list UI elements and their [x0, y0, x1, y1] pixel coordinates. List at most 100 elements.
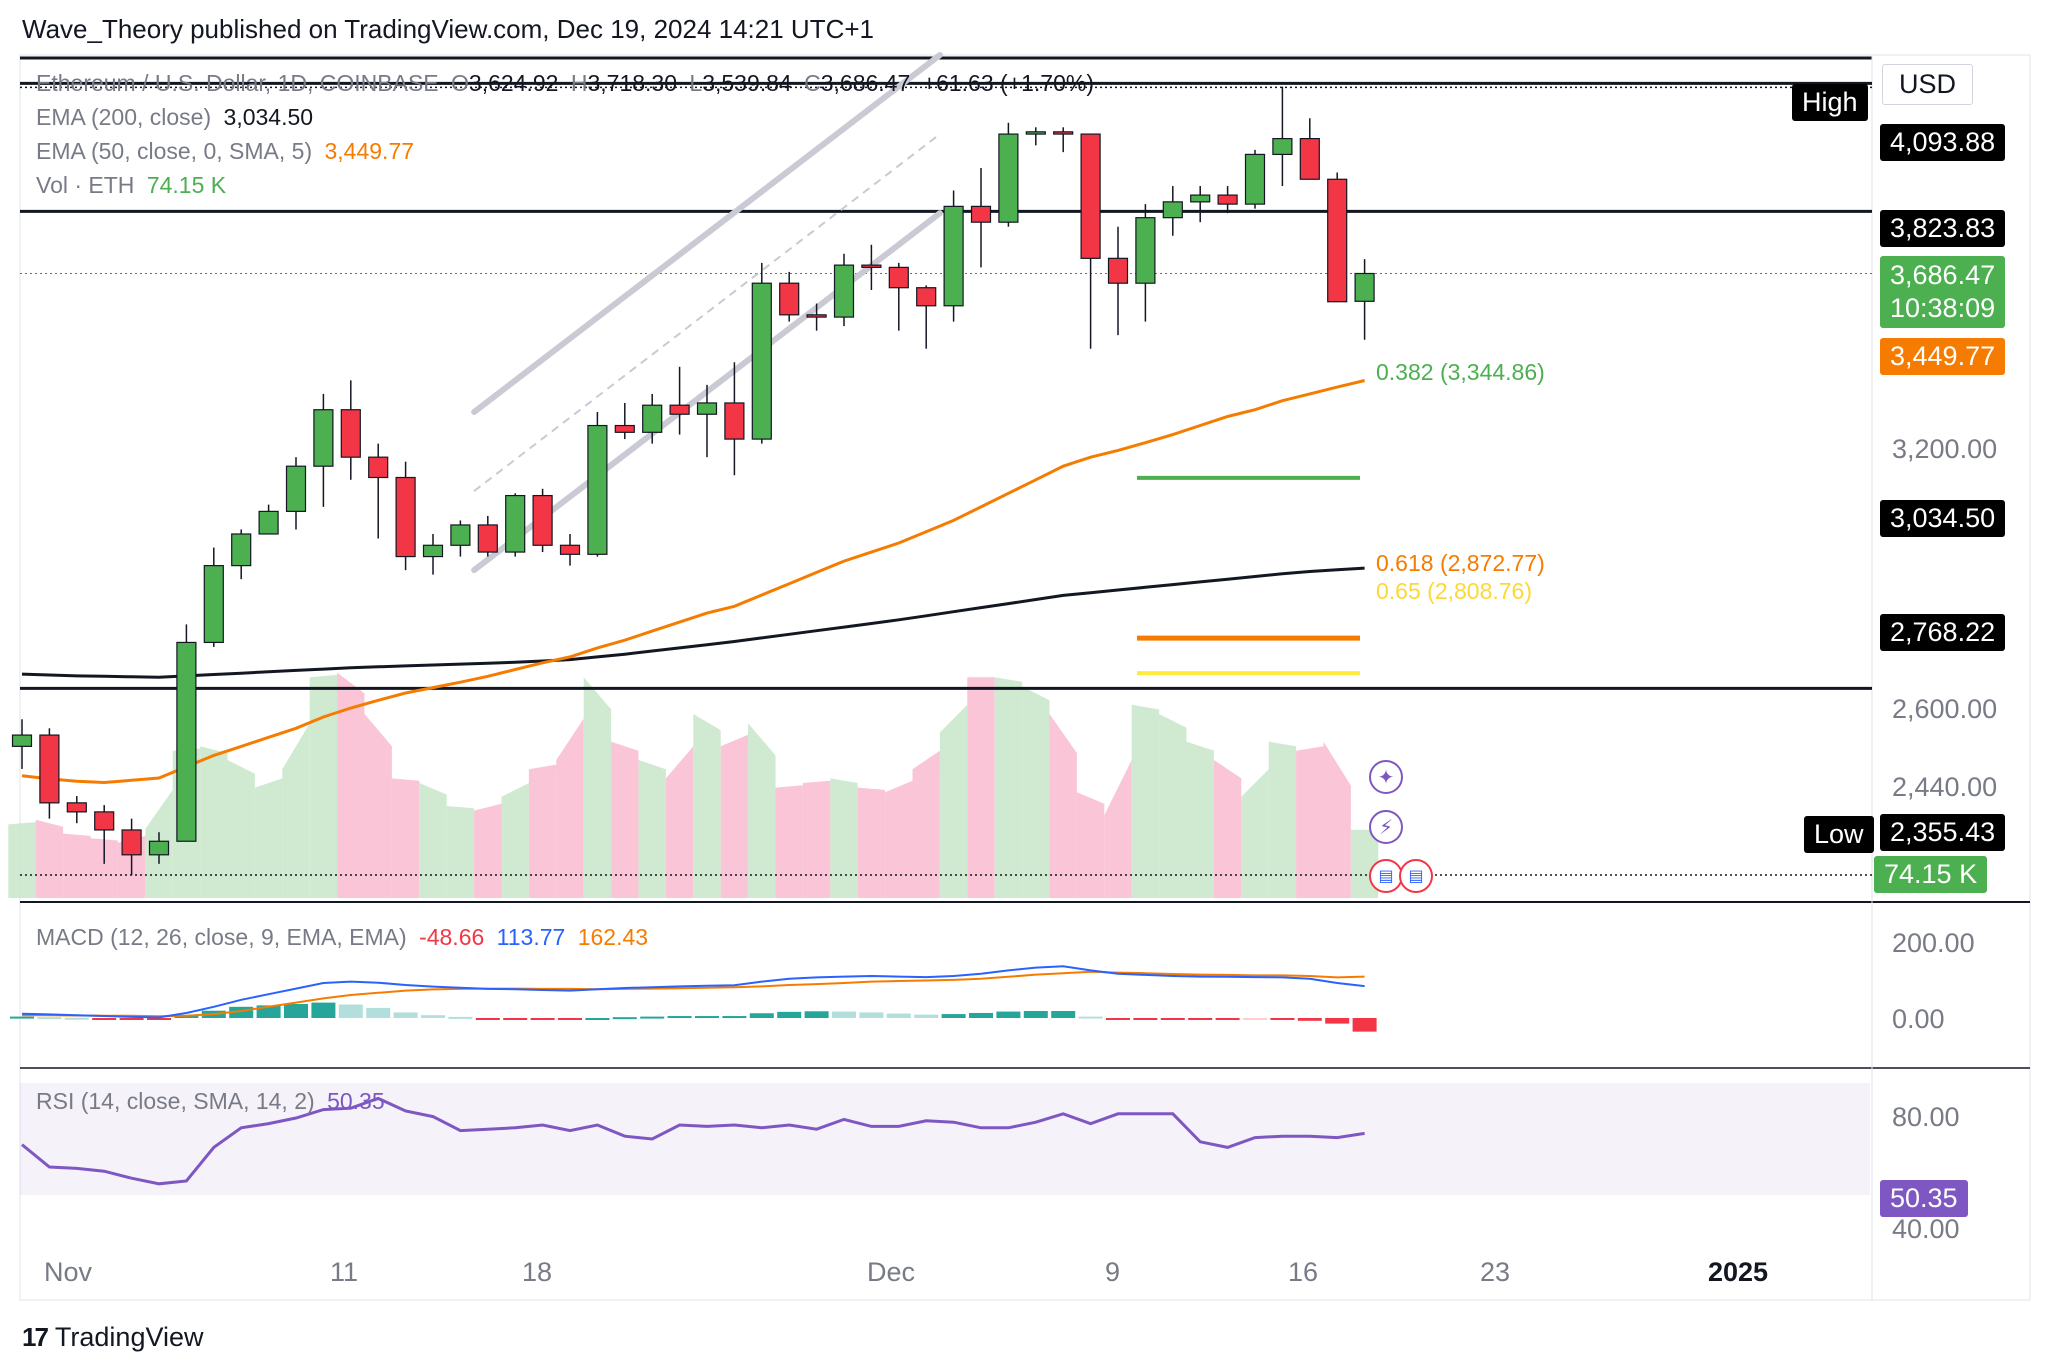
candle-down — [1053, 131, 1074, 135]
macd-histogram-bar — [1106, 1018, 1130, 1020]
ema200-label: EMA (200, close) — [36, 104, 212, 130]
volume-area — [967, 677, 995, 898]
candle-up — [642, 404, 663, 433]
volume-area — [501, 783, 529, 898]
support-tag: 2,768.22 — [1880, 614, 2006, 651]
chart-frame — [19, 54, 2031, 1301]
volume-area — [885, 780, 913, 898]
footer-brand[interactable]: 17 TradingView — [22, 1322, 204, 1353]
macd-value: 113.77 — [496, 924, 566, 950]
candle-up — [1190, 194, 1211, 203]
candle-down — [532, 494, 553, 546]
candle-down — [806, 314, 827, 318]
candle-down — [395, 476, 416, 558]
candle-down — [94, 811, 115, 831]
price-tick: 2,440.00 — [1892, 772, 1998, 802]
ema200-value: 3,034.50 — [223, 104, 314, 130]
volume-value: 74.15 K — [146, 172, 227, 198]
volume-area — [8, 822, 36, 898]
macd-histogram-bar — [393, 1012, 418, 1018]
lightning-icon[interactable]: ⚡ — [1369, 810, 1403, 844]
candle-up — [148, 840, 170, 856]
macd-histogram-bar — [996, 1011, 1021, 1018]
macd-histogram-bar — [1051, 1011, 1076, 1018]
candle-up — [1025, 131, 1046, 135]
rsi-line — [21, 1096, 1365, 1186]
candle-down — [1080, 133, 1101, 259]
rsi-value-tag: 50.35 — [1880, 1180, 1968, 1217]
candle-down — [614, 424, 635, 433]
candle-down — [477, 524, 498, 553]
macd-signal-value: 162.43 — [577, 924, 649, 950]
volume-area — [1159, 714, 1187, 898]
candle-down — [39, 734, 60, 804]
ema50-tag: 3,449.77 — [1880, 338, 2006, 375]
macd-histogram-bar — [695, 1016, 719, 1019]
volume-area — [912, 750, 940, 898]
macd-histogram-bar — [229, 1006, 254, 1018]
ema50-value: 3,449.77 — [324, 138, 415, 164]
ema200-tag: 3,034.50 — [1880, 500, 2006, 537]
close-value: 3,686.47 — [820, 70, 911, 96]
sparkle-icon[interactable]: ✦ — [1369, 760, 1403, 794]
candle-up — [285, 465, 307, 512]
candle-down — [66, 802, 87, 813]
macd-histogram-bar — [530, 1018, 555, 1020]
macd-histogram-bar — [886, 1013, 911, 1018]
time-label: Nov — [44, 1257, 93, 1287]
volume-area — [474, 803, 502, 898]
high-value: 3,718.30 — [587, 70, 677, 96]
rsi-band — [20, 1083, 1870, 1195]
macd-histogram-bar — [119, 1018, 144, 1020]
resistance-tag: 3,823.83 — [1880, 210, 2006, 247]
macd-histogram-bar — [585, 1018, 610, 1020]
candle-down — [970, 205, 992, 223]
volume-area — [939, 704, 968, 898]
price-tick: 3,200.00 — [1892, 434, 1998, 464]
macd-tick: 0.00 — [1892, 1004, 1945, 1034]
candle-up — [1272, 137, 1293, 156]
low-tag-label: Low — [1804, 816, 1874, 853]
volume-tag: 74.15 K — [1874, 856, 1988, 893]
macd-histogram-bar — [1243, 1018, 1267, 1020]
macd-histogram-bar — [1133, 1018, 1158, 1020]
volume-area — [1049, 714, 1077, 898]
time-label: 11 — [330, 1257, 359, 1287]
macd-histogram-bar — [1160, 1018, 1185, 1020]
volume-area — [611, 741, 639, 898]
macd-histogram-bar — [338, 1004, 363, 1018]
rsi-tick: 80.00 — [1892, 1102, 1960, 1132]
macd-label: MACD (12, 26, close, 9, EMA, EMA) — [36, 924, 407, 950]
macd-histogram-bar — [667, 1016, 692, 1019]
candle-down — [1217, 194, 1238, 205]
macd-histogram-bar — [64, 1017, 89, 1020]
macd-histogram-bar — [832, 1011, 856, 1018]
candle-up — [943, 205, 964, 307]
volume-area — [720, 734, 749, 898]
high-tag-value: 4,093.88 — [1880, 124, 2006, 161]
tradingview-brand: TradingView — [54, 1322, 204, 1352]
macd-histogram-bar — [914, 1014, 939, 1018]
volume-area — [63, 833, 91, 898]
candle-up — [422, 544, 444, 558]
close-label: C — [804, 70, 821, 96]
volume-area — [254, 778, 283, 898]
us-flag-icon[interactable]: ▤ — [1399, 859, 1433, 893]
candle-up — [11, 734, 33, 747]
us-flag-icon[interactable]: ▤ — [1369, 859, 1403, 893]
candle-up — [1244, 153, 1266, 205]
macd-histogram-bar — [1188, 1018, 1213, 1020]
candle-up — [1135, 217, 1156, 284]
macd-histogram-bar — [969, 1012, 993, 1018]
macd-histogram-bar — [722, 1016, 747, 1019]
rsi-legend: RSI (14, close, SMA, 14, 2) 50.35 — [36, 1088, 391, 1115]
candle-up — [258, 510, 279, 535]
candle-up — [203, 565, 224, 644]
candle-down — [888, 266, 909, 289]
time-label-year: 2025 — [1708, 1257, 1769, 1287]
currency-button[interactable]: USD — [1882, 64, 1974, 105]
change-value: +61.63 (+1.70%) — [922, 70, 1094, 96]
macd-histogram-bar — [366, 1007, 391, 1018]
macd-tick: 200.00 — [1892, 928, 1975, 958]
